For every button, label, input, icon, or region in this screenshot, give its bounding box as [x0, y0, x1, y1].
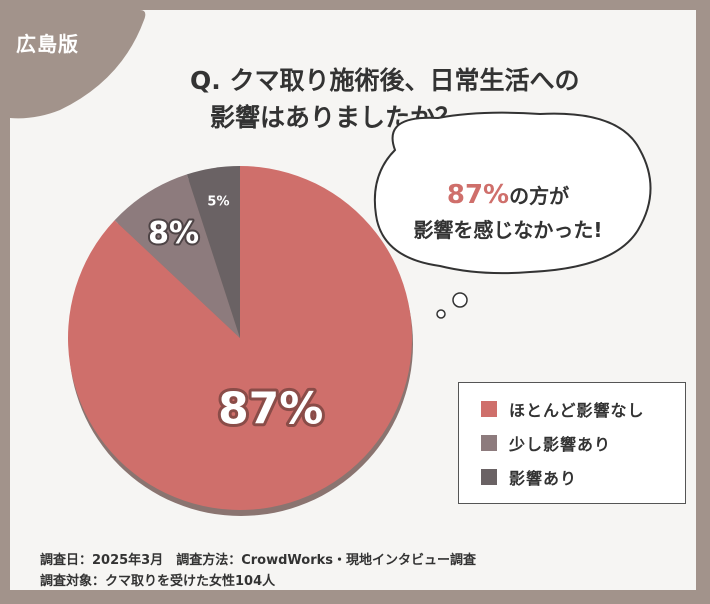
legend-label: ほとんど影響なし	[509, 401, 645, 420]
legend-label: 少し影響あり	[509, 435, 612, 454]
legend-swatch	[481, 435, 497, 451]
chart-legend: ほとんど影響なし 少し影響あり 影響あり	[458, 382, 686, 504]
pie-chart: 87% 8% 5%	[67, 111, 652, 516]
pie-label-effect: 5%	[207, 195, 229, 210]
legend-swatch	[481, 469, 497, 485]
legend-swatch	[481, 401, 497, 417]
pie-label-slight-effect: 8%	[148, 216, 199, 251]
pie-slice-slight-effect	[114, 174, 240, 338]
legend-item-no-effect: ほとんど影響なし	[481, 397, 645, 421]
callout-text-1: の方が	[509, 184, 570, 208]
question-line-1: Q. クマ取り施術後、日常生活への	[190, 66, 580, 95]
survey-info-line-1: 調査日：2025年3月 調査方法：CrowdWorks・現地インタビュー調査	[40, 553, 477, 568]
legend-label: 影響あり	[509, 469, 578, 488]
callout-text: 87%の方が 影響を感じなかった!	[398, 178, 618, 247]
legend-item-effect: 影響あり	[481, 465, 577, 489]
callout-highlight: 87%	[446, 180, 510, 210]
callout-line-1: 87%の方が	[398, 178, 618, 213]
pie-slice-no-effect	[67, 166, 412, 510]
region-badge-shape	[10, 10, 146, 119]
survey-footer: 調査日：2025年3月 調査方法：CrowdWorks・現地インタビュー調査 調…	[40, 550, 476, 590]
pie-label-no-effect: 87%	[218, 384, 323, 435]
region-badge: 広島版	[16, 32, 79, 56]
legend-item-slight-effect: 少し影響あり	[481, 431, 611, 455]
callout-line-2: 影響を感じなかった!	[413, 218, 603, 242]
infographic-card: 広島版 Q. クマ取り施術後、日常生活への 影響はありましたか？ 87% 8% 5%…	[10, 10, 696, 590]
survey-info-line-2: 調査対象：クマ取りを受けた女性104人	[40, 574, 276, 589]
callout-bubble	[373, 111, 652, 319]
pie-slice-effect	[186, 166, 240, 338]
